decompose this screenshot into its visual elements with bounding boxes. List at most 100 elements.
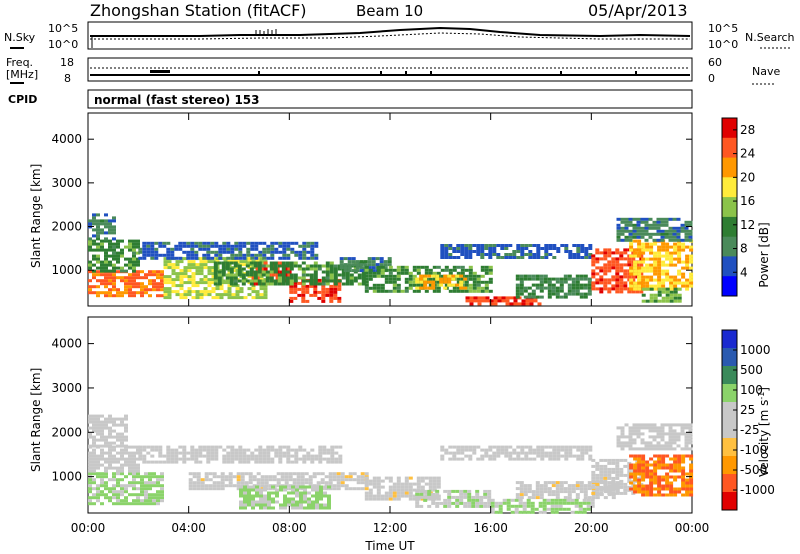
power-region-4 [138,241,319,260]
velocity-ytick-label: 3000 [51,381,82,395]
power-region-2 [88,213,116,241]
velocity-colorbar-segment [722,330,737,349]
velocity-region-0 [88,472,164,506]
velocity-colorbar-tick-label: 500 [740,363,763,377]
power-colorbar-frame [721,117,738,297]
velocity-region-11 [629,454,694,497]
velocity-panel: 1000 2000 3000 4000 00:00 04:00 08:00 12:00 16:0… [51,316,775,535]
power-panel: 1000 2000 3000 4000 4 8 12 16 20 24 28 [51,112,755,307]
power-ytick-label: 2000 [51,220,82,234]
power-region-17 [641,287,682,303]
freq-tick-top: 18 [60,56,74,69]
nave-tick-bottom: 0 [708,72,715,85]
nave-scatter [150,70,637,76]
velocity-colorbar-label: Velocity [m s-1] [757,387,771,477]
power-colorbar-segment [722,236,737,257]
power-colorbar-tick-label: 4 [740,265,748,279]
velocity-colorbar-frame [721,329,738,511]
power-ytick-label: 3000 [51,176,82,190]
velocity-colorbar-tick-label: -100 [740,443,767,457]
velocity-ytick-label: 1000 [51,470,82,484]
nsearch-label: N.Search [745,31,795,44]
noise-search-line [90,32,690,40]
velocity-region-5 [239,485,331,510]
velocity-colorbar-tick-label: 100 [740,383,763,397]
cpid-value: normal (fast stereo) 153 [94,93,260,107]
power-colorbar-segment [722,118,737,139]
velocity-colorbar-segment [722,438,737,457]
velocity-region-7 [415,489,492,508]
velocity-colorbar-tick-label: 25 [740,403,755,417]
power-colorbar-segment [722,256,737,277]
velocity-ytick-label: 2000 [51,425,82,439]
velocity-ytick-label: 4000 [51,337,82,351]
nsky-tick-top: 10^5 [48,22,78,35]
velocity-colorbar-segment [722,384,737,403]
xtick-label: 16:00 [473,521,508,535]
power-colorbar-tick-label: 8 [740,242,748,256]
velocity-ylabel: Slant Range [km] [29,368,43,472]
velocity-region-8 [490,498,595,514]
velocity-region-1 [88,445,140,473]
power-colorbar-tick-label: 24 [740,147,755,161]
xtick-label: 12:00 [373,521,408,535]
velocity-colorbar-segment [722,348,737,367]
velocity-region-13 [440,445,593,461]
xtick-label: 04:00 [171,521,206,535]
noise-spikes [91,29,277,48]
velocity-region-3 [138,445,343,464]
velocity-colorbar-segment [722,402,737,421]
velocity-colorbar-tick-label: -1000 [740,483,775,497]
power-region-10 [415,274,468,290]
xtick-label: 00:00 [71,521,106,535]
power-colorbar-tick-label: 28 [740,123,755,137]
power-colorbar-label: Power [dB] [757,222,771,287]
noise-sky-line [90,26,691,38]
power-region-12 [440,244,593,259]
freq-tick-bottom: 8 [64,72,71,85]
velocity-colorbar-segment [722,420,737,439]
velocity-colorbar-segment [722,366,737,385]
xtick-label: 00:00 [675,521,710,535]
power-colorbar-tick-label: 12 [740,218,755,232]
xtick-label: 20:00 [574,521,609,535]
freq-label-line1: Freq. [6,56,33,69]
velocity-colorbar-tick-label: -25 [740,423,760,437]
power-colorbar-tick-label: 20 [740,170,755,184]
velocity-colorbar-segment [722,456,737,475]
power-colorbar-tick-label: 16 [740,194,755,208]
power-colorbar-segment [722,197,737,218]
freq-label-line2: [MHz] [6,68,38,81]
cpid-strip [87,89,693,109]
power-colorbar-segment [722,137,737,159]
nsky-tick-bottom: 10^0 [48,38,78,51]
nave-tick-top: 60 [708,56,722,69]
power-colorbar-segment [722,216,737,238]
power-region-1 [88,239,140,273]
velocity-colorbar-tick-label: -500 [740,463,767,477]
power-region-15 [629,239,694,291]
power-colorbar-segment [722,177,737,198]
nsearch-tick-top: 10^5 [708,22,738,35]
velocity-colorbar-tick-label: 1000 [740,343,771,357]
beam-label: Beam 10 [356,2,423,20]
velocity-region-4 [188,472,369,491]
power-colorbar-segment [722,157,737,178]
power-ytick-label: 4000 [51,132,82,146]
x-axis-label: Time UT [364,539,415,553]
nave-label: Nave [752,65,780,78]
power-ytick-label: 1000 [51,263,82,277]
velocity-colorbar-segment [722,492,737,511]
power-region-8 [339,257,392,273]
power-region-7 [213,261,366,286]
nsearch-tick-bottom: 10^0 [708,38,738,51]
velocity-region-12 [616,423,693,451]
power-colorbar-segment [722,276,737,297]
xtick-label: 08:00 [272,521,307,535]
power-region-13 [515,274,592,299]
station-title: Zhongshan Station (fitACF) [90,1,307,20]
freq-strip [87,57,693,82]
nsky-label: N.Sky [4,31,36,44]
power-region-16 [616,217,693,242]
